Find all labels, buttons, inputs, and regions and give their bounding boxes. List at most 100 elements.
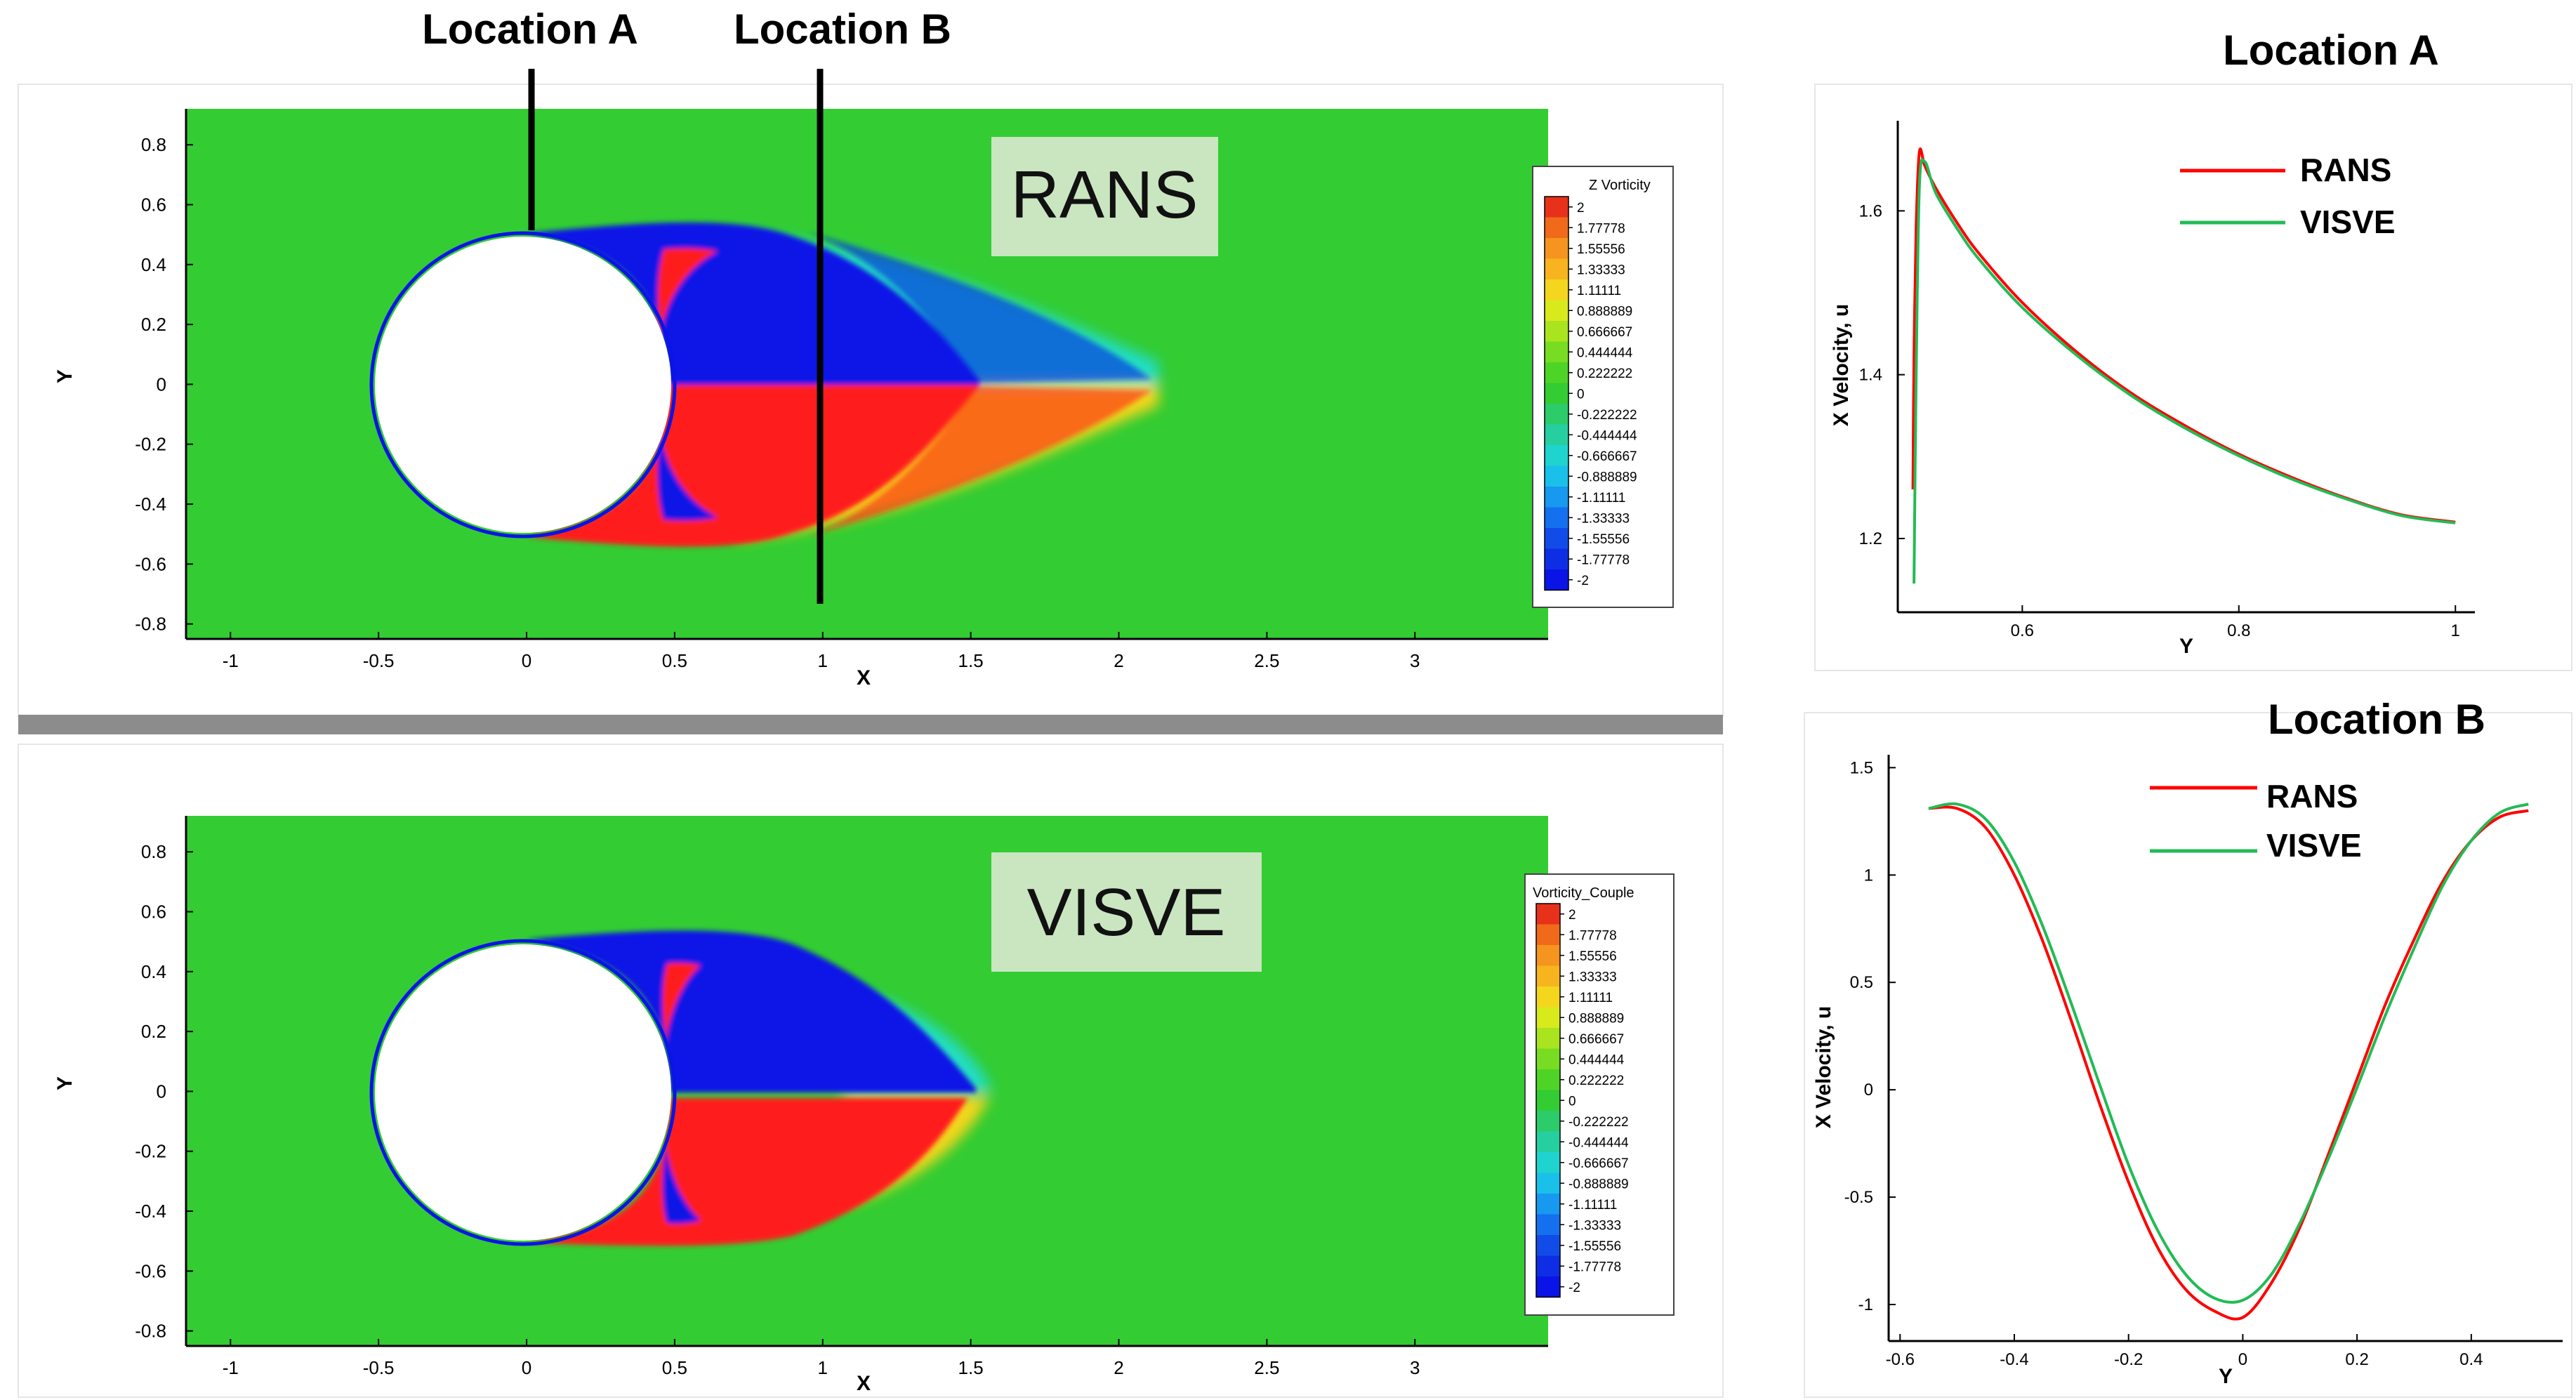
visve-vortex-regions [527, 930, 976, 1246]
visve-legend-swatch [1536, 1028, 1560, 1049]
rans-xtick-label: 2.5 [1254, 650, 1279, 671]
rans-legend-level: -0.888889 [1577, 470, 1637, 484]
rans-cylinder [375, 237, 671, 533]
visve-legend-level: 2 [1568, 908, 1576, 923]
rans-legend-level: 1.11111 [1577, 284, 1621, 298]
rans-legend-bar-outline [1544, 196, 1569, 591]
visve-legend-swatch [1536, 1007, 1560, 1028]
rans-lower-sec-vortex [657, 432, 718, 521]
rans-legend-swatch [1545, 217, 1568, 238]
location-a-y-label: X Velocity, u [1830, 304, 1853, 427]
rans-legend-level: 1.55556 [1577, 242, 1625, 257]
location-b-legend-rans: RANS [2266, 778, 2358, 814]
visve-legend-level: -1.77778 [1568, 1260, 1621, 1274]
visve-legend-swatch [1536, 1111, 1560, 1132]
location-a-legend-visve: VISVE [2300, 204, 2396, 240]
visve-ytick-label: 0 [157, 1081, 166, 1102]
rans-legend: Z Vorticity 2 1.77778 1.55556 1.33333 1.1111… [1532, 166, 1674, 608]
visve-legend-level: -1.11111 [1568, 1198, 1617, 1213]
rans-legend-level: -0.222222 [1577, 408, 1637, 423]
visve-legend-level: 0 [1568, 1094, 1576, 1109]
rans-legend-swatch [1545, 238, 1568, 259]
rans-legend-swatch [1545, 445, 1568, 466]
rans-legend-swatch [1545, 528, 1568, 549]
rans-cylinder-edge [369, 231, 677, 539]
lb-xtick-label: -0.2 [2114, 1350, 2143, 1369]
rans-legend-level: 0 [1577, 387, 1585, 402]
visve-legend-level: -0.888889 [1568, 1177, 1629, 1191]
lb-ytick-label: -1 [1858, 1295, 1873, 1314]
visve-legend-swatch [1536, 1173, 1560, 1194]
panel-divider [18, 715, 1723, 734]
lb-ytick-label: 0.5 [1850, 973, 1873, 992]
rans-legend-level: -1.77778 [1577, 553, 1630, 567]
location-b-y-label: X Velocity, u [1812, 1006, 1835, 1129]
lb-ytick-label: 1 [1864, 866, 1873, 885]
rans-legend-level: -1.11111 [1577, 491, 1625, 506]
rans-legend-swatch [1545, 487, 1568, 508]
visve-ytick-label: 0.8 [141, 841, 166, 862]
visve-legend-swatch [1536, 1090, 1560, 1111]
rans-legend-swatch [1545, 197, 1568, 218]
visve-title-box [991, 852, 1262, 972]
rans-legend-level: 1.77778 [1577, 221, 1625, 236]
rans-legend-title: Z Vorticity [1589, 178, 1651, 193]
rans-upper-sec-vortex [657, 248, 718, 337]
rans-legend-swatch [1545, 548, 1568, 569]
rans-xtick-label: 1.5 [958, 650, 984, 671]
la-series-rans [1911, 147, 2456, 524]
rans-xtick-label: 2 [1114, 650, 1123, 671]
rans-upper-vortex [527, 222, 979, 385]
lb-ytick-label: -0.5 [1844, 1188, 1873, 1207]
rans-legend-level: -0.666667 [1577, 449, 1637, 464]
visve-legend-level: -2 [1568, 1281, 1580, 1295]
rans-title-box [991, 137, 1218, 256]
visve-legend-level: 0.222222 [1568, 1074, 1624, 1088]
location-a-chart: Location A 0.6 0.8 1 1.6 1.4 1.2 Y X Velocity… [1830, 27, 2475, 658]
rans-legend-level: 1.33333 [1577, 263, 1625, 277]
visve-xtick-label: 3 [1410, 1357, 1420, 1378]
location-a-chart-title: Location A [2223, 27, 2439, 74]
visve-panel-frame [18, 744, 1724, 1398]
rans-legend-level: 0.666667 [1577, 325, 1632, 340]
rans-xtick-label: 1 [818, 650, 828, 671]
la-series-visve [1913, 158, 2456, 584]
rans-ytick-label: 0 [157, 374, 166, 395]
visve-legend-level: -0.222222 [1568, 1115, 1629, 1130]
la-ytick-label: 1.6 [1859, 202, 1882, 220]
lb-series-visve [1928, 802, 2529, 1304]
rans-legend-swatch [1545, 569, 1568, 590]
visve-lower-vortex [527, 1098, 967, 1246]
rans-legend-swatch [1545, 362, 1568, 383]
rans-legend-swatch [1545, 507, 1568, 528]
visve-legend-swatch [1536, 1048, 1560, 1069]
location-b-label: Location B [734, 6, 951, 53]
location-a-panel-frame [1814, 84, 2572, 671]
rans-xtick-label: -1 [223, 650, 239, 671]
visve-xtick-label: 0 [522, 1357, 531, 1378]
la-xtick-label: 1 [2451, 621, 2460, 640]
visve-xtick-label: -0.5 [363, 1357, 395, 1378]
location-a-label: Location A [422, 6, 638, 53]
visve-xtick-label: 1.5 [958, 1357, 984, 1378]
la-xtick-label: 0.8 [2227, 621, 2250, 640]
rans-legend-level: -0.444444 [1577, 428, 1637, 443]
location-b-chart: Location B -0.6 -0.4 -0.2 0 0.2 0.4 1.5 1 0.5 0 -0… [1812, 696, 2563, 1388]
rans-xtick-label: -0.5 [363, 650, 395, 671]
rans-legend-level: -1.33333 [1577, 511, 1630, 526]
rans-vortex-regions [527, 222, 1151, 547]
visve-xtick-label: 0.5 [662, 1357, 687, 1378]
rans-y-axis-label: Y [53, 369, 77, 383]
rans-legend-level: 2 [1577, 201, 1585, 216]
visve-legend-swatch [1536, 945, 1560, 966]
rans-x-axis-label: X [857, 666, 871, 689]
visve-legend-level: 1.55556 [1568, 949, 1617, 964]
visve-legend-level: 0.888889 [1568, 1011, 1624, 1026]
visve-legend-level: -0.666667 [1568, 1156, 1629, 1171]
rans-legend-level: -2 [1577, 574, 1589, 588]
visve-legend-swatch [1536, 1214, 1560, 1235]
visve-ytick-label: 0.6 [141, 901, 166, 922]
lb-ytick-label: 0 [1864, 1081, 1873, 1099]
visve-legend-level: 1.11111 [1568, 991, 1613, 1005]
visve-xtick-label: 1 [818, 1357, 828, 1378]
